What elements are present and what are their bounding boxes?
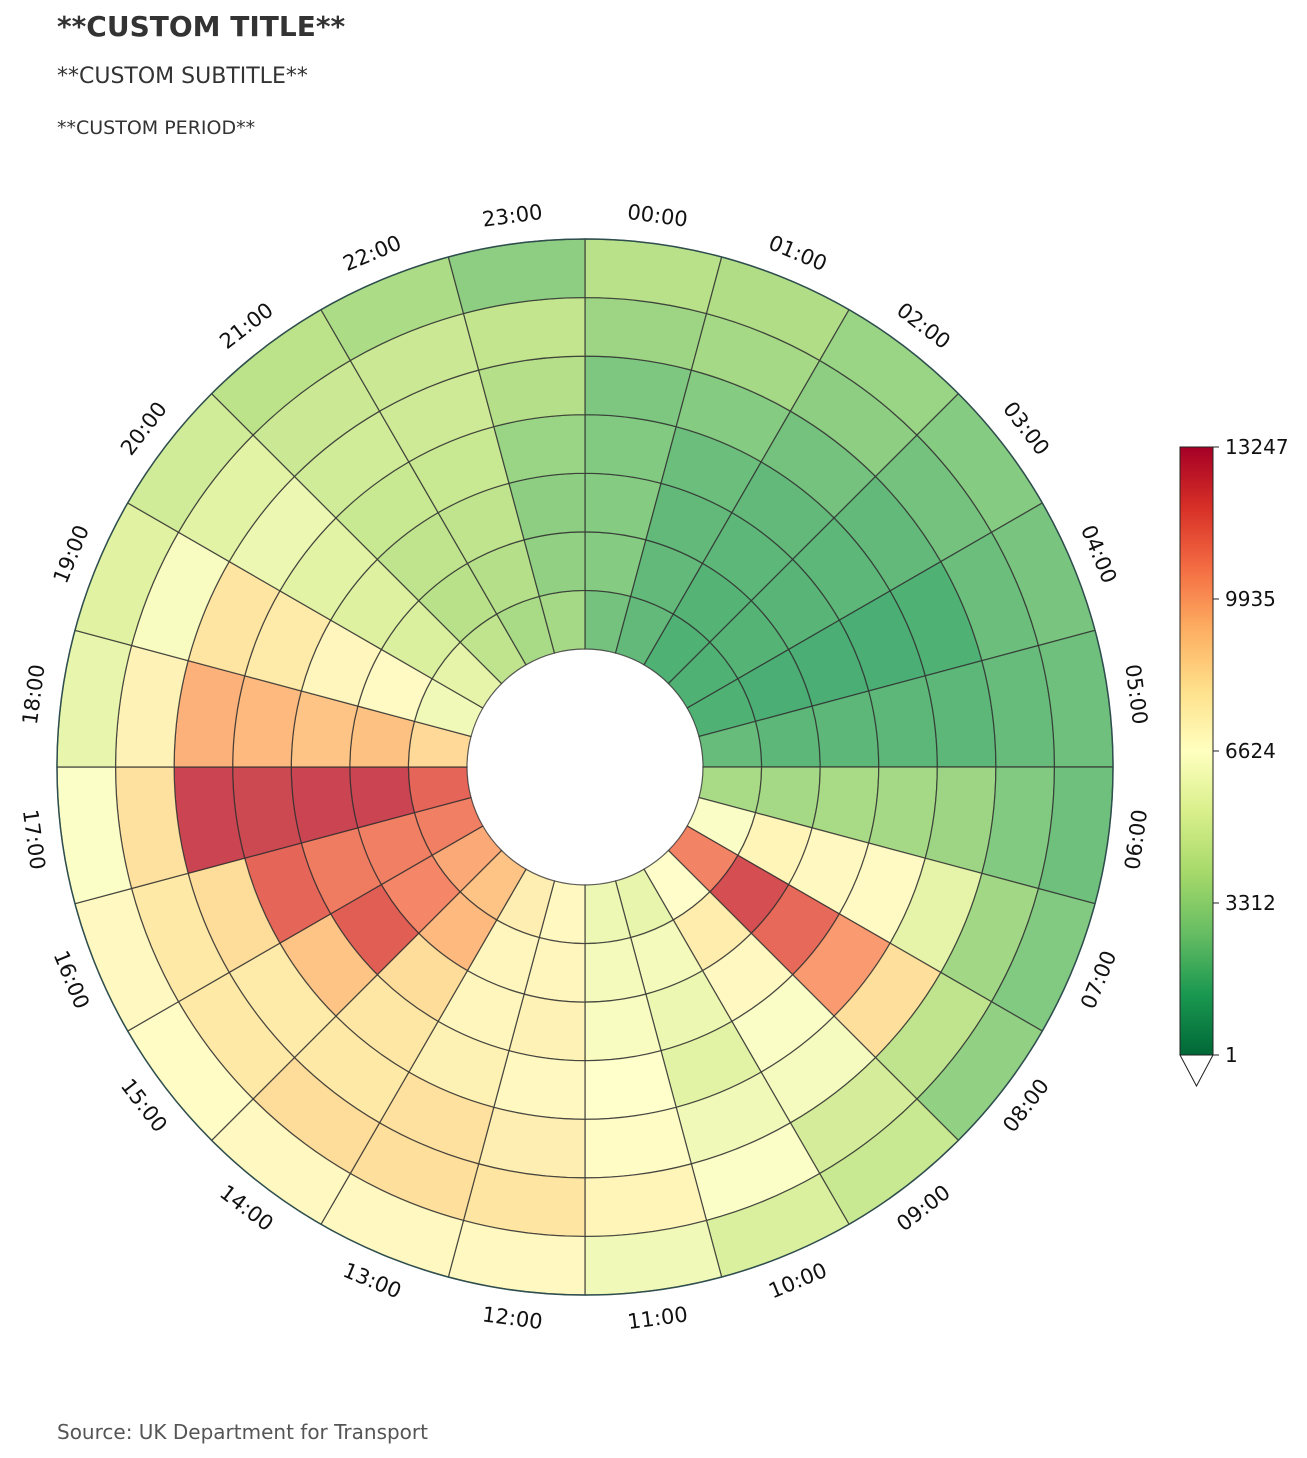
hour-label-2300: 23:00 (481, 200, 544, 232)
hour-label-0600: 06:00 (1120, 808, 1152, 871)
hour-label-1100: 11:00 (626, 1302, 689, 1334)
hour-label-1900: 19:00 (49, 522, 94, 587)
colorbar-tick-label: 13247 (1225, 435, 1289, 459)
hour-label-0500: 05:00 (1120, 663, 1152, 726)
hour-label-1300: 13:00 (340, 1258, 405, 1303)
colorbar-tick-label: 1 (1225, 1043, 1238, 1067)
hour-label-1800: 18:00 (18, 663, 50, 726)
chart-subtitle: **CUSTOM SUBTITLE** (57, 64, 308, 89)
colorbar-gradient (1179, 446, 1214, 1056)
hour-label-1000: 10:00 (765, 1258, 830, 1303)
colorbar-tick-label: 6624 (1225, 739, 1276, 763)
colorbar-tick-label: 3312 (1225, 891, 1276, 915)
source-note: Source: UK Department for Transport (57, 1420, 428, 1444)
heatmap-cells (56, 238, 1114, 1296)
hour-label-0000: 00:00 (626, 200, 689, 232)
heatmap-cell-1200-ring-4 (493, 1049, 586, 1120)
chart-title: **CUSTOM TITLE** (57, 10, 346, 43)
colorbar-tick-label: 9935 (1225, 587, 1276, 611)
hour-label-1600: 16:00 (49, 947, 94, 1012)
heatmap-cell-0600-ring-4 (867, 766, 938, 859)
hour-label-0100: 01:00 (765, 231, 830, 276)
hour-label-1700: 17:00 (18, 808, 50, 871)
chart-period: **CUSTOM PERIOD** (57, 117, 256, 139)
heatmap-cell-2300-ring-4 (493, 414, 586, 485)
colorbar: 1 3312 6624 9935 13247 (1179, 435, 1289, 1088)
colorbar-extend-arrow (1179, 1054, 1214, 1088)
hour-label-0400: 04:00 (1076, 522, 1121, 587)
heatmap-cell-1100-ring-4 (584, 1049, 677, 1120)
heatmap-cell-1700-ring-4 (232, 766, 303, 859)
heatmap-cell-0500-ring-4 (867, 675, 938, 768)
outer-ring-border (56, 238, 1114, 1296)
heatmap-cell-1800-ring-4 (232, 675, 303, 768)
hour-label-1200: 12:00 (481, 1302, 544, 1334)
heatmap-cell-0000-ring-4 (584, 414, 677, 485)
hour-label-2200: 22:00 (340, 231, 405, 276)
hour-label-0700: 07:00 (1076, 947, 1121, 1012)
